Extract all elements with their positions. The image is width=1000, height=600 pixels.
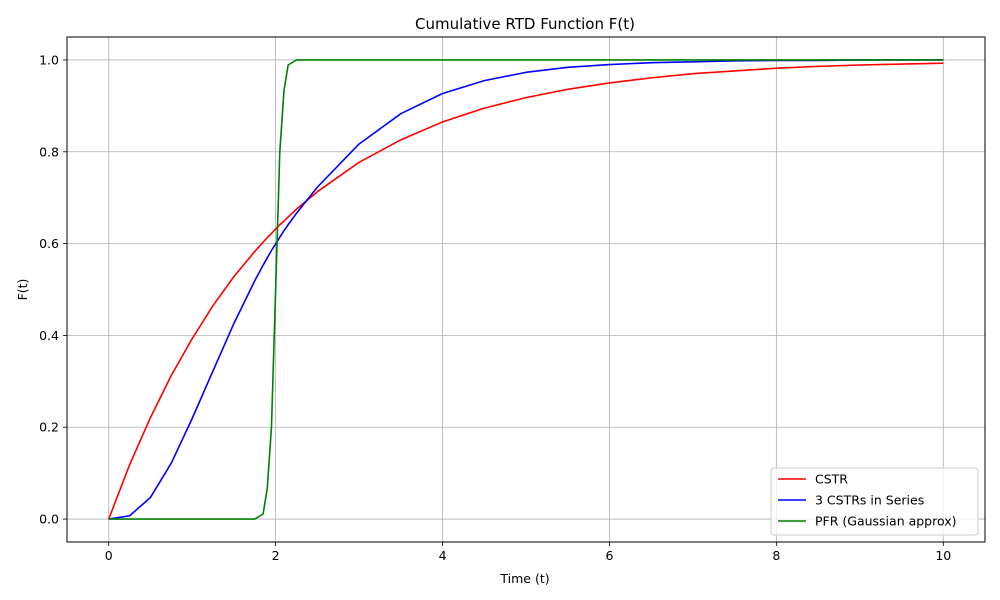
y-tick-label: 0.2 <box>39 420 59 435</box>
y-tick-label: 0.6 <box>39 236 59 251</box>
legend-label: 3 CSTRs in Series <box>815 493 924 508</box>
legend-box <box>770 467 979 536</box>
x-tick-label: 0 <box>105 548 113 563</box>
x-axis-ticks: 0 2 4 6 8 10 <box>105 542 951 563</box>
series-line-3-cstrs-in-series <box>108 59 944 520</box>
y-tick-label: 0.8 <box>39 144 59 159</box>
x-tick-label: 6 <box>605 548 613 563</box>
y-tick-label: 0.4 <box>39 328 59 343</box>
series-line-cstr <box>107 62 944 520</box>
plot-frame <box>66 36 986 543</box>
y-axis-ticks: 0.0 0.2 0.4 0.6 0.8 1.0 <box>39 52 67 527</box>
y-tick-label: 1.0 <box>39 52 59 67</box>
series-lines <box>107 59 944 520</box>
x-tick-label: 8 <box>772 548 780 563</box>
grid <box>67 37 985 542</box>
legend-label: CSTR <box>815 472 848 487</box>
chart-title: Cumulative RTD Function F(t) <box>415 15 635 33</box>
x-axis-label: Time (t) <box>499 571 549 586</box>
x-tick-label: 4 <box>439 548 447 563</box>
legend-label: PFR (Gaussian approx) <box>815 514 957 529</box>
legend: CSTR 3 CSTRs in Series PFR (Gaussian appro… <box>770 467 979 536</box>
series-line-pfr-gaussian-approx <box>108 59 944 520</box>
y-tick-label: 0.0 <box>39 512 59 527</box>
x-tick-label: 2 <box>272 548 280 563</box>
y-axis-label: F(t) <box>15 279 30 301</box>
x-tick-label: 10 <box>935 548 951 563</box>
